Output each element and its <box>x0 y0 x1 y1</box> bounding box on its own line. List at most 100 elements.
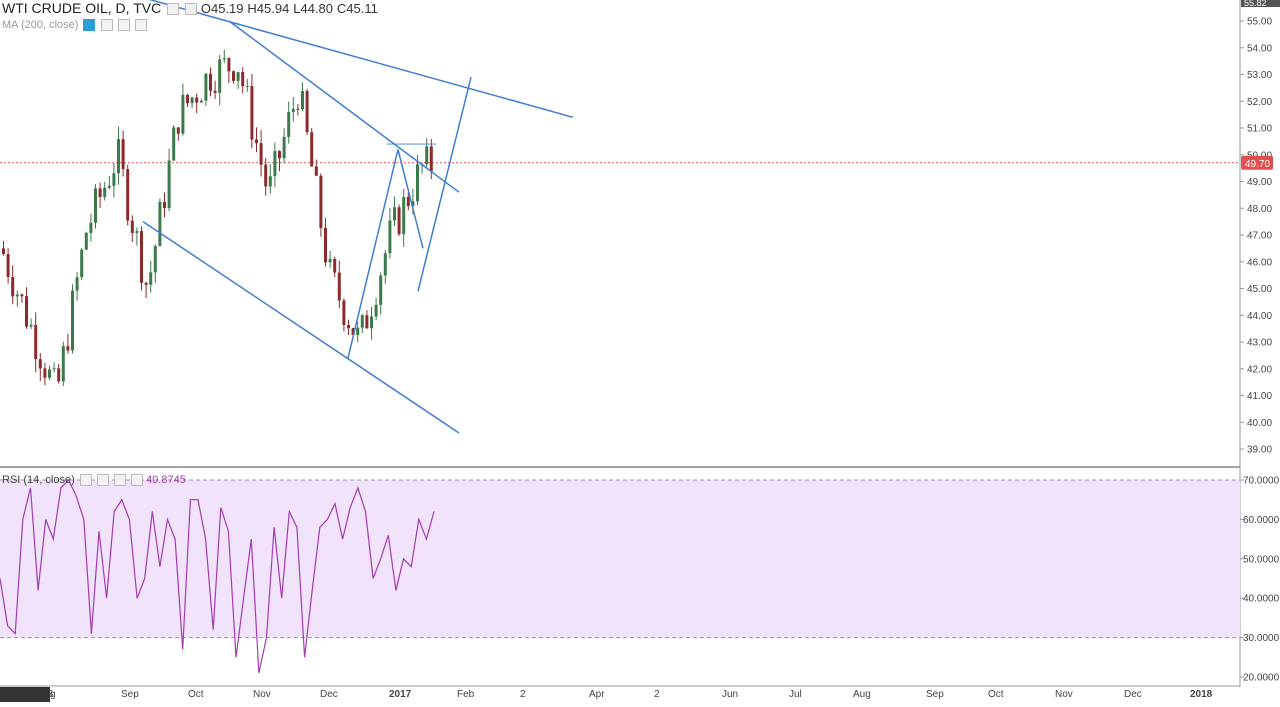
time-axis[interactable]: 2016-07-08gSepOctNovDec2017Feb2Apr2JunJu… <box>2 689 1213 700</box>
candle-body <box>411 201 415 207</box>
candle-body <box>167 160 171 208</box>
candle-body <box>25 296 28 327</box>
time-tick-label: Nov <box>1055 689 1073 700</box>
candle-body <box>365 315 369 329</box>
rsi-axis[interactable]: 70.0000 60.0000 50.0000 40.0000 30.0000 20.00… <box>1240 476 1280 684</box>
candle-body <box>250 86 254 140</box>
price-tick-label: 54.00 <box>1247 43 1272 54</box>
candle-body <box>158 201 162 247</box>
time-tick-label: 2017 <box>389 689 412 700</box>
plus-icon[interactable] <box>113 474 126 487</box>
rsi-tick-label: 20.0000 <box>1243 673 1280 684</box>
candle-body <box>282 136 286 159</box>
price-tick-label: 53.00 <box>1247 70 1272 81</box>
symbol-title[interactable]: WTI CRUDE OIL, D, TVC <box>2 0 162 16</box>
hide-icon[interactable] <box>167 3 180 16</box>
candle-body <box>232 71 235 81</box>
rsi-tick-label: 60.0000 <box>1243 515 1280 526</box>
trendlines-group[interactable] <box>142 0 574 434</box>
time-tick-label: Nov <box>253 689 271 700</box>
candle-body <box>241 72 245 87</box>
candle-body <box>342 300 346 325</box>
price-axis[interactable]: 55.00 54.00 53.00 52.00 51.00 50.00 49.00 48.00… <box>1240 17 1272 456</box>
settings-icon[interactable] <box>96 474 109 487</box>
time-tick-label: Dec <box>1124 689 1142 700</box>
candle-body <box>112 173 116 186</box>
candle-body <box>333 259 337 273</box>
trendline-rising-line[interactable] <box>347 149 399 359</box>
close-icon[interactable] <box>131 474 143 487</box>
price-tick-label: 46.00 <box>1247 257 1272 268</box>
settings-icon[interactable] <box>184 3 197 16</box>
candle-body <box>153 246 157 273</box>
trendline-mid-resistance[interactable] <box>228 20 460 193</box>
candle-body <box>135 231 139 233</box>
candle-body <box>393 207 396 221</box>
candle-body <box>71 290 74 351</box>
candle-body <box>360 315 364 328</box>
candle-body <box>310 132 314 167</box>
price-tick-label: 55.00 <box>1247 17 1272 28</box>
top-price-label: 55.82 <box>1244 0 1267 8</box>
ma-label[interactable]: MA (200, close) <box>2 19 79 31</box>
candle-body <box>324 227 327 263</box>
ohlc-close: C45.11 <box>336 1 378 16</box>
candle-body <box>163 201 166 208</box>
plus-icon[interactable] <box>117 19 130 32</box>
candle-body <box>402 196 406 235</box>
trendline-projection[interactable] <box>417 76 472 292</box>
eye-icon[interactable] <box>79 474 92 487</box>
candle-body <box>259 143 263 165</box>
candle-body <box>218 59 222 93</box>
candle-body <box>245 86 249 88</box>
candle-body <box>107 185 111 188</box>
candle-body <box>287 112 291 137</box>
candle-body <box>20 294 24 297</box>
rsi-tick-label: 30.0000 <box>1243 633 1280 644</box>
price-tick-label: 52.00 <box>1247 97 1272 108</box>
candle-body <box>397 207 401 235</box>
candle-body <box>301 91 304 110</box>
candle-body <box>264 164 268 187</box>
eye-icon[interactable] <box>83 19 96 32</box>
trendline-lower-support[interactable] <box>142 221 460 434</box>
candle-body <box>204 73 208 101</box>
candle-body <box>6 254 10 277</box>
rsi-label[interactable]: RSI (14, close) <box>2 474 75 486</box>
time-tick-label: 2 <box>654 689 660 700</box>
price-tick-label: 40.00 <box>1247 418 1272 429</box>
candle-body <box>388 220 392 254</box>
candle-body <box>149 272 153 285</box>
price-tick-label: 41.00 <box>1247 391 1272 402</box>
candle-body <box>278 151 281 159</box>
top-price-badge <box>1241 0 1280 7</box>
candle-body <box>66 346 70 351</box>
time-tick-label: Jun <box>722 689 738 700</box>
time-tick-label: Feb <box>457 689 475 700</box>
candle-body <box>190 97 194 104</box>
time-tick-label: Sep <box>121 689 139 700</box>
trendline-falling-line[interactable] <box>397 149 424 249</box>
ma-indicator-header: MA (200, close) <box>2 19 147 32</box>
rsi-tick-label: 50.0000 <box>1243 554 1280 565</box>
settings-icon[interactable] <box>100 19 113 32</box>
candle-body <box>176 127 180 134</box>
candles-group <box>2 49 433 387</box>
candle-body <box>236 72 240 81</box>
candle-body <box>29 324 33 327</box>
candle-body <box>213 90 217 93</box>
price-tick-label: 43.00 <box>1247 338 1272 349</box>
close-icon[interactable] <box>134 19 147 32</box>
candle-body <box>347 324 350 329</box>
candle-body <box>209 73 212 91</box>
trendline-upper-resistance[interactable] <box>149 0 574 119</box>
candle-body <box>328 259 332 263</box>
ohlc-open: O45.19 <box>200 1 244 16</box>
rsi-series-line <box>0 478 435 674</box>
candle-body <box>305 91 309 133</box>
price-tick-label: 45.00 <box>1247 284 1272 295</box>
candle-body <box>38 359 42 369</box>
chart-header: WTI CRUDE OIL, D, TVC O45.19 H45.94 L44.… <box>2 0 378 16</box>
